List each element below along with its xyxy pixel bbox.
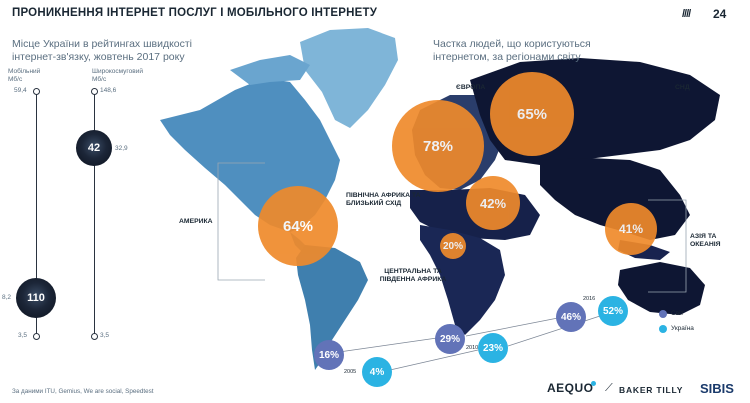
logo-aequo-dot [591, 381, 596, 386]
map-arctic-islands [230, 55, 310, 85]
broadband-bottom-value: 3,5 [100, 332, 110, 339]
bubble-europe: 78% [392, 100, 484, 192]
bracket-america [217, 162, 265, 281]
legend-ukraine-label: Україна [671, 325, 694, 332]
decor-slashes: //// [682, 8, 691, 20]
share-title: Частка людей, що користуються інтернетом… [433, 38, 591, 63]
legend-ukraine-dot [659, 325, 667, 333]
broadband-axis-label: Широкосмуговий Мб/с [92, 68, 143, 83]
timeline-ukraine-2016: 52% [598, 296, 628, 326]
mobile-axis-line [36, 94, 37, 334]
bracket-asia [648, 199, 687, 293]
broadband-top-dot [91, 88, 98, 95]
bubble-cis: 65% [490, 72, 574, 156]
region-label-mena: ПІВНІЧНА АФРИКА ТА БЛИЗЬКИЙ СХІД [346, 192, 421, 207]
timeline-ukr-line-1 [389, 349, 479, 371]
mobile-axis-label: Мобільний Мб/с [8, 68, 41, 83]
mobile-top-dot [33, 88, 40, 95]
legend-world-dot [659, 310, 667, 318]
timeline-ukraine-2005: 4% [362, 357, 392, 387]
timeline-world-2005: 16% [314, 340, 344, 370]
mobile-bottom-dot [33, 333, 40, 340]
logo-aequo: AEQUO [547, 381, 594, 395]
timeline-ukraine-2010: 23% [478, 333, 508, 363]
bubble-mena: 42% [466, 176, 520, 230]
source-note: За даними ITU, Gemius, We are social, Sp… [12, 388, 154, 395]
speed-title: Місце України в рейтингах швидкості інте… [12, 38, 193, 63]
mobile-rank-badge: 110 [16, 278, 56, 318]
legend-world-label: Світ [671, 310, 684, 317]
timeline-world-line-1 [338, 337, 438, 353]
broadband-mid-value: 32,9 [115, 145, 128, 152]
mobile-top-value: 59,4 [14, 87, 27, 94]
timeline-world-2016: 46% [556, 302, 586, 332]
logo-sibis: SIBIS [700, 381, 734, 396]
region-label-america: АМЕРИКА [179, 218, 213, 225]
broadband-rank-badge: 42 [76, 130, 112, 166]
year-2005: 2005 [344, 369, 357, 375]
logo-baker-tilly-icon: ⟋ [605, 382, 613, 394]
region-label-asia: АЗІЯ ТА ОКЕАНІЯ [690, 233, 721, 248]
page-number: 24 [713, 7, 727, 21]
region-label-cis: СНД [675, 84, 690, 91]
bubble-america: 64% [258, 186, 338, 266]
logo-baker-tilly: BAKER TILLY [619, 385, 684, 395]
year-2010: 2010 [466, 345, 479, 351]
timeline-ukr-line-2 [507, 315, 601, 347]
bubble-africa: 20% [440, 233, 466, 259]
timeline-world-2010: 29% [435, 324, 465, 354]
mobile-mid-value: 8,2 [2, 294, 12, 301]
broadband-axis-line [94, 94, 95, 334]
timeline-world-line-2 [465, 317, 559, 337]
bubble-asia: 41% [605, 203, 657, 255]
mobile-bottom-value: 3,5 [18, 332, 28, 339]
broadband-bottom-dot [91, 333, 98, 340]
region-label-europe: ЄВРОПА [456, 84, 486, 91]
map-south-america [296, 245, 368, 370]
map-greenland [300, 28, 398, 128]
year-2016: 2016 [583, 296, 596, 302]
broadband-top-value: 148,6 [100, 87, 117, 94]
region-label-africa: ЦЕНТРАЛЬНА ТА ПІВДЕННА АФРИКА [379, 268, 447, 283]
page-title: ПРОНИКНЕННЯ ІНТЕРНЕТ ПОСЛУГ І МОБІЛЬНОГО… [12, 7, 378, 19]
map-australia [618, 262, 705, 315]
